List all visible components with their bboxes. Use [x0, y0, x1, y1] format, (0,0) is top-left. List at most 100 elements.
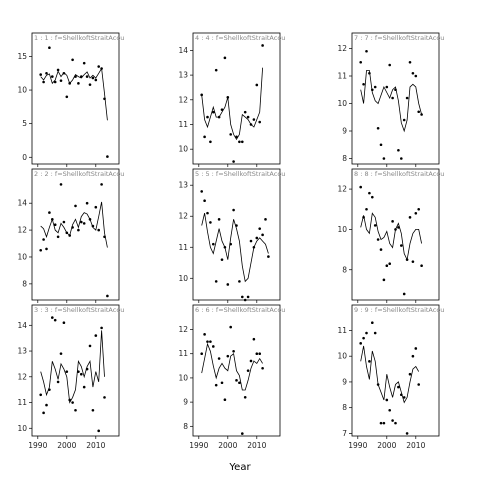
fit-line	[40, 201, 108, 248]
y-tick-label: 10	[337, 225, 347, 234]
data-point	[359, 342, 363, 345]
data-point	[238, 280, 241, 283]
data-point	[373, 331, 377, 335]
data-point	[249, 123, 253, 126]
data-point	[414, 74, 418, 78]
y-tick-label: 12	[337, 185, 347, 194]
data-point	[417, 207, 421, 211]
data-point	[400, 393, 403, 397]
y-tick-label: 12	[17, 226, 27, 235]
data-point	[376, 238, 380, 241]
data-point	[214, 383, 218, 387]
data-point	[235, 135, 238, 139]
data-point	[45, 71, 48, 75]
y-tick-label: 10	[178, 145, 188, 154]
data-point	[402, 118, 406, 122]
data-point	[368, 191, 371, 195]
x-tick-label: 2000	[218, 441, 237, 450]
data-point	[42, 238, 45, 241]
data-point	[206, 115, 209, 119]
panel-strip-label: 6 : 6 : f=ShellkoftStraitAcou	[195, 306, 285, 314]
data-point	[200, 190, 203, 193]
data-point	[85, 75, 89, 78]
data-point	[100, 326, 103, 330]
data-point	[82, 61, 86, 65]
data-point	[417, 110, 421, 114]
panel-5: 5 : 5 : f=ShellkoftStraitAcou 10 11 12 13	[178, 168, 285, 303]
y-tick-label: 0	[22, 153, 27, 162]
panel-frame	[192, 304, 281, 437]
data-point	[373, 85, 377, 89]
data-point	[235, 224, 238, 227]
panel-frame	[31, 304, 120, 437]
data-point	[48, 388, 51, 391]
data-point	[371, 88, 374, 92]
data-point	[100, 183, 103, 186]
data-point	[203, 199, 206, 203]
data-point	[62, 220, 66, 224]
data-point	[388, 408, 392, 412]
panel-frame	[192, 168, 281, 301]
y-tick-label: 14	[17, 321, 27, 330]
fit-line	[201, 67, 263, 141]
data-point	[223, 245, 227, 249]
data-point	[397, 226, 400, 229]
fit-line	[360, 345, 420, 404]
data-point	[212, 110, 215, 114]
panel-frame	[192, 32, 281, 165]
data-point	[200, 352, 203, 356]
data-point	[48, 46, 51, 50]
data-point	[209, 221, 212, 224]
data-point	[65, 370, 69, 373]
x-axis-title: Year	[228, 462, 251, 473]
data-point	[94, 205, 98, 209]
data-point	[51, 218, 54, 221]
data-point	[261, 44, 264, 47]
data-point	[255, 83, 259, 87]
data-point	[74, 204, 77, 208]
data-point	[258, 227, 262, 230]
data-point	[203, 135, 206, 139]
data-point	[241, 140, 244, 144]
y-tick-label: 14	[178, 46, 188, 55]
data-point	[411, 71, 415, 75]
data-point	[71, 226, 74, 229]
data-point	[414, 211, 418, 215]
data-point	[103, 396, 106, 399]
x-tick-label: 1990	[348, 441, 367, 450]
data-point	[65, 95, 69, 99]
data-point	[411, 354, 415, 358]
data-point	[212, 242, 215, 246]
panel-3: 3 : 3 : f=ShellkoftStraitAcou 10 11 12 13 14 1…	[17, 304, 124, 450]
data-point	[373, 224, 377, 227]
y-tick-label: 13	[178, 71, 188, 80]
data-point	[209, 340, 212, 343]
data-point	[368, 360, 371, 363]
y-tick-label: 8	[183, 422, 188, 431]
data-point	[214, 68, 218, 72]
panel-strip-label: 5 : 5 : f=ShellkoftStraitAcou	[195, 170, 285, 178]
y-tick-label: 14	[17, 199, 27, 208]
data-point	[106, 155, 109, 158]
data-point	[379, 421, 383, 425]
panel-strip-label: 4 : 4 : f=ShellkoftStraitAcou	[195, 34, 285, 42]
data-point	[400, 157, 403, 160]
data-point	[420, 113, 423, 116]
panel-frame	[351, 304, 440, 437]
data-point	[88, 344, 92, 348]
data-point	[243, 298, 247, 302]
data-point	[243, 395, 247, 399]
data-point	[414, 347, 418, 350]
data-point	[85, 367, 89, 371]
panel-2: 2 : 2 : f=ShellkoftStraitAcou 8 10 12 14	[17, 168, 124, 303]
data-point	[385, 398, 389, 402]
data-point	[241, 432, 244, 435]
data-point	[71, 401, 74, 404]
y-tick-label: 11	[337, 72, 347, 81]
data-point	[243, 110, 247, 114]
data-point	[103, 97, 106, 101]
data-point	[223, 56, 227, 60]
data-point	[249, 359, 253, 363]
data-point	[238, 381, 241, 385]
data-point	[365, 331, 368, 335]
